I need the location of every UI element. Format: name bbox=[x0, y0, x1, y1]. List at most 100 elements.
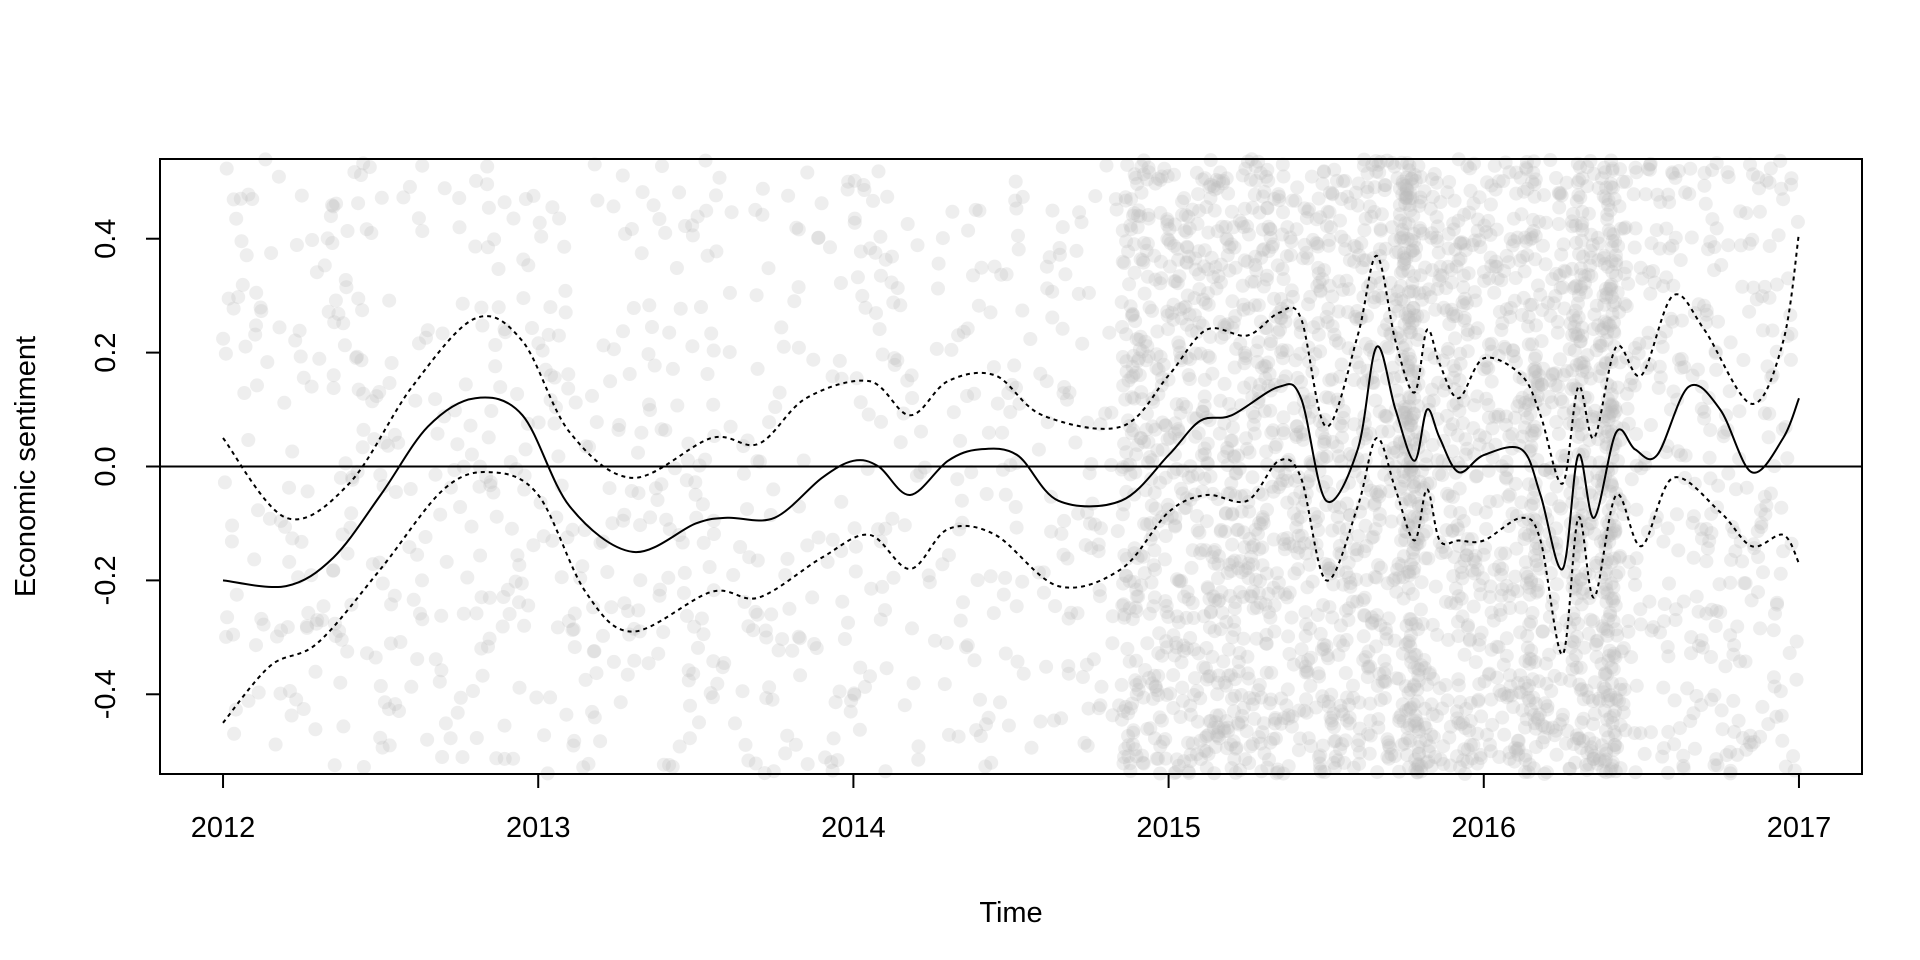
scatter-point bbox=[878, 603, 892, 618]
scatter-point bbox=[910, 238, 925, 253]
scatter-point bbox=[1273, 477, 1288, 492]
scatter-point bbox=[1313, 283, 1328, 298]
scatter-point bbox=[1185, 469, 1200, 484]
scatter-point bbox=[1336, 411, 1351, 425]
scatter-point bbox=[1479, 522, 1494, 536]
scatter-point bbox=[604, 600, 619, 615]
scatter-point bbox=[1115, 320, 1130, 334]
scatter-point bbox=[420, 732, 435, 747]
scatter-point bbox=[250, 378, 264, 393]
scatter-point bbox=[1453, 760, 1467, 775]
scatter-point bbox=[1134, 159, 1149, 174]
scatter-point bbox=[1659, 221, 1674, 236]
scatter-point bbox=[1317, 164, 1331, 179]
scatter-point bbox=[1206, 720, 1221, 735]
scatter-point bbox=[1406, 534, 1421, 549]
scatter-point bbox=[1521, 765, 1536, 780]
scatter-point bbox=[1565, 214, 1579, 229]
scatter-point bbox=[1198, 296, 1213, 311]
scatter-point bbox=[652, 212, 667, 226]
scatter-point bbox=[1554, 188, 1569, 203]
scatter-point bbox=[360, 646, 374, 661]
scatter-point bbox=[1512, 370, 1527, 385]
scatter-point bbox=[1720, 165, 1735, 180]
scatter-point bbox=[1015, 303, 1030, 318]
scatter-point bbox=[616, 324, 630, 339]
scatter-point bbox=[1557, 301, 1572, 316]
scatter-point bbox=[1715, 722, 1730, 737]
scatter-point bbox=[1395, 349, 1410, 364]
scatter-points bbox=[216, 152, 1805, 781]
scatter-point bbox=[1398, 492, 1413, 507]
scatter-point bbox=[1708, 344, 1723, 359]
scatter-point bbox=[1233, 585, 1247, 600]
scatter-point bbox=[1058, 267, 1073, 282]
scatter-point bbox=[834, 544, 849, 559]
scatter-point bbox=[1470, 321, 1485, 336]
scatter-point bbox=[249, 318, 263, 333]
scatter-point bbox=[1573, 190, 1588, 205]
scatter-point bbox=[1115, 223, 1130, 238]
scatter-point bbox=[1381, 341, 1396, 355]
scatter-point bbox=[1410, 694, 1425, 709]
scatter-point bbox=[1153, 172, 1168, 187]
scatter-point bbox=[1403, 351, 1418, 366]
scatter-point bbox=[487, 232, 502, 247]
scatter-point bbox=[1601, 503, 1616, 518]
scatter-point bbox=[1171, 335, 1186, 350]
scatter-point bbox=[1463, 714, 1478, 728]
scatter-point bbox=[469, 606, 484, 621]
scatter-point bbox=[1127, 237, 1142, 252]
scatter-point bbox=[906, 676, 921, 691]
scatter-point bbox=[857, 183, 872, 197]
scatter-point bbox=[766, 482, 781, 497]
scatter-point bbox=[709, 188, 723, 203]
scatter-point bbox=[1145, 303, 1159, 318]
scatter-point bbox=[1404, 418, 1419, 433]
scatter-point bbox=[1582, 433, 1597, 448]
scatter-point bbox=[1351, 738, 1365, 753]
scatter-point bbox=[1033, 714, 1048, 729]
scatter-point bbox=[1439, 408, 1454, 423]
scatter-point bbox=[1553, 186, 1568, 201]
scatter-point bbox=[662, 325, 677, 340]
scatter-point bbox=[1354, 236, 1369, 251]
scatter-point bbox=[1282, 457, 1297, 472]
scatter-point bbox=[345, 470, 360, 485]
scatter-point bbox=[1182, 372, 1197, 386]
scatter-point bbox=[884, 275, 899, 290]
scatter-point bbox=[1223, 486, 1238, 501]
x-tick-label: 2016 bbox=[1452, 812, 1517, 844]
scatter-point bbox=[1626, 187, 1641, 202]
scatter-point bbox=[1131, 208, 1145, 223]
scatter-point bbox=[439, 554, 454, 569]
scatter-point bbox=[1209, 281, 1224, 296]
scatter-point bbox=[685, 339, 700, 354]
scatter-point bbox=[1251, 526, 1265, 541]
scatter-point bbox=[1184, 560, 1199, 575]
scatter-point bbox=[1491, 640, 1506, 655]
scatter-point bbox=[1263, 403, 1278, 418]
scatter-point bbox=[1527, 548, 1542, 563]
scatter-point bbox=[1342, 710, 1357, 725]
scatter-point bbox=[782, 601, 797, 616]
scatter-point bbox=[1228, 672, 1242, 687]
scatter-point bbox=[1562, 620, 1577, 635]
scatter-point bbox=[1422, 739, 1437, 754]
scatter-point bbox=[1140, 172, 1155, 187]
scatter-point bbox=[1140, 236, 1155, 251]
scatter-point bbox=[1582, 757, 1597, 772]
scatter-point bbox=[1410, 332, 1425, 347]
scatter-point bbox=[1183, 747, 1198, 762]
scatter-point bbox=[1605, 676, 1619, 691]
scatter-point bbox=[1387, 466, 1402, 481]
scatter-point bbox=[1566, 416, 1581, 431]
scatter-point bbox=[1324, 716, 1339, 731]
scatter-point bbox=[1773, 566, 1788, 581]
scatter-point bbox=[1389, 671, 1404, 686]
scatter-point bbox=[847, 521, 862, 536]
scatter-point bbox=[1600, 424, 1615, 439]
scatter-point bbox=[565, 522, 580, 537]
scatter-point bbox=[1529, 522, 1544, 537]
scatter-point bbox=[1462, 723, 1477, 738]
